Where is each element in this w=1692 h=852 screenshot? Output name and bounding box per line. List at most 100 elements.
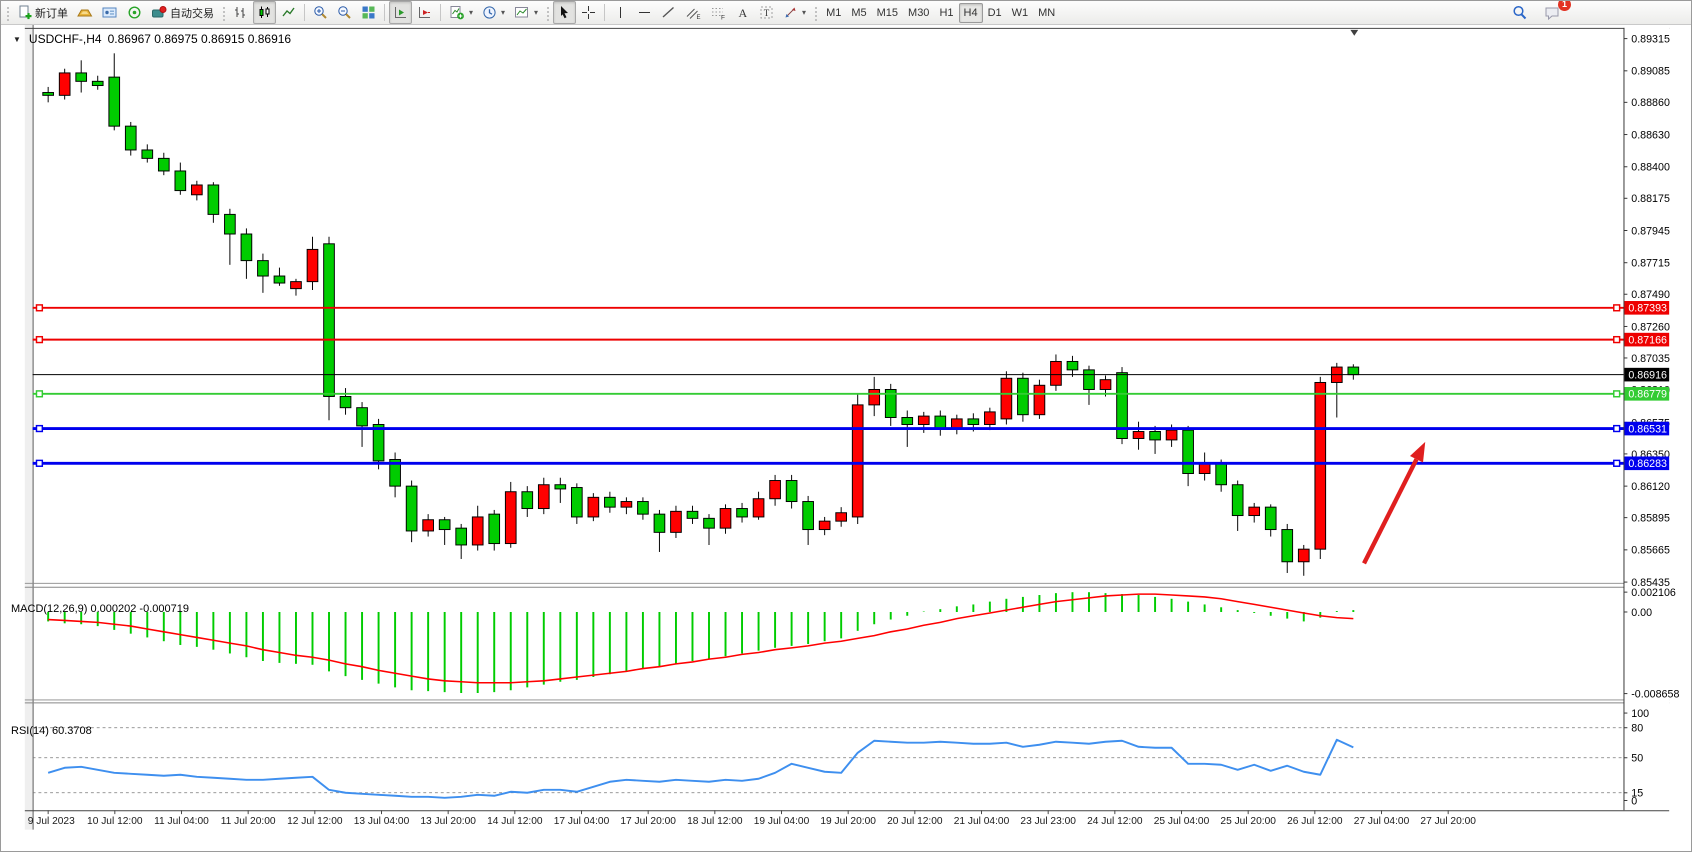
line-handle[interactable] [35, 424, 44, 433]
price-tick-label: 0.85435 [1631, 577, 1670, 589]
price-chart-canvas[interactable]: 0.89315 0.89085 0.88860 0.88630 0.88400 0.881… [1, 25, 1692, 852]
time-axis-label: 17 Jul 04:00 [554, 816, 610, 827]
chart-shift-button[interactable] [413, 1, 436, 24]
line-handle[interactable] [1613, 424, 1621, 433]
toolbar-grip[interactable] [813, 4, 819, 21]
timeframe-MN[interactable]: MN [1033, 3, 1060, 23]
candle-body [1264, 506, 1277, 531]
time-axis-label: 13 Jul 20:00 [420, 816, 476, 827]
svg-text:F: F [721, 15, 725, 21]
timeframe-M1[interactable]: M1 [821, 3, 846, 23]
candle-body [124, 125, 137, 151]
candle-body [934, 415, 947, 430]
candle-body [719, 508, 732, 529]
line-chart-icon [281, 5, 296, 20]
line-handle[interactable] [1613, 335, 1621, 344]
market-watch-button[interactable] [73, 1, 97, 24]
candle-body [587, 496, 600, 518]
timeframe-M15[interactable]: M15 [872, 3, 903, 23]
indicators-button[interactable]: ▾ [445, 1, 477, 24]
timeframe-W1[interactable]: W1 [1007, 3, 1034, 23]
vertical-line-button[interactable] [609, 1, 632, 24]
candle-body [1149, 431, 1161, 441]
timeframe-M30[interactable]: M30 [903, 3, 934, 23]
autotrading-button[interactable]: 自动交易 [147, 1, 218, 24]
templates-button[interactable]: ▾ [510, 1, 542, 24]
line-handle[interactable] [35, 390, 44, 398]
text-button[interactable]: A [731, 1, 754, 24]
svg-text:E: E [697, 15, 701, 20]
candle-body [554, 484, 567, 490]
chevron-down-icon: ▾ [501, 8, 506, 17]
trendline-button[interactable] [657, 1, 680, 24]
chart-shift-marker[interactable] [1350, 29, 1359, 36]
templates-icon [514, 5, 530, 20]
line-handle[interactable] [35, 304, 44, 312]
time-axis-label: 26 Jul 12:00 [1287, 816, 1343, 827]
notification-badge: 1 [1558, 1, 1571, 11]
text-label-button[interactable]: T [755, 1, 778, 24]
channel-button[interactable]: E [681, 1, 705, 24]
charts-window-button[interactable] [98, 1, 122, 24]
fibonacci-button[interactable]: F [706, 1, 730, 24]
line-handle[interactable] [35, 459, 44, 467]
price-tick-label: 0.88400 [1631, 162, 1670, 174]
notifications-button[interactable]: 1 [1540, 1, 1571, 24]
timeframe-H1[interactable]: H1 [934, 3, 958, 23]
rsi-tick-label: 15 [1631, 788, 1643, 800]
trend-arrow-line[interactable] [1362, 458, 1419, 565]
candle-body [1248, 506, 1261, 517]
toolbar-grip[interactable] [221, 4, 226, 21]
candle-body [1297, 548, 1310, 563]
toolbar-grip[interactable] [5, 4, 10, 21]
autotrading-icon [151, 5, 167, 20]
candlestick-chart-button[interactable] [253, 1, 276, 24]
chart-title: ▼ USDCHF-,H4 0.86967 0.86975 0.86915 0.8… [13, 32, 291, 46]
time-axis-label: 27 Jul 20:00 [1420, 816, 1476, 827]
price-badge-label: 0.86531 [1628, 423, 1667, 435]
autotrading-label: 自动交易 [170, 7, 214, 20]
periods-button[interactable]: ▾ [478, 1, 509, 24]
horizontal-line-button[interactable] [633, 1, 656, 24]
signal-button[interactable] [123, 1, 146, 24]
rsi-tick-label: 80 [1631, 723, 1643, 735]
timeframe-M5[interactable]: M5 [846, 3, 871, 23]
auto-scroll-icon [393, 5, 408, 20]
line-handle[interactable] [1613, 459, 1621, 467]
new-order-button[interactable]: 新订单 [13, 1, 72, 24]
candle-body [108, 76, 121, 127]
trend-arrow-head[interactable] [1409, 441, 1426, 463]
auto-scroll-button[interactable] [389, 1, 412, 24]
price-tick-label: 0.89315 [1631, 33, 1670, 45]
toolbar-grip[interactable] [545, 4, 551, 21]
line-handle[interactable] [1613, 390, 1621, 398]
time-axis-label: 21 Jul 04:00 [954, 816, 1010, 827]
zoom-out-button[interactable] [333, 1, 356, 24]
timeframe-H4[interactable]: H4 [958, 2, 983, 23]
cursor-button[interactable] [553, 1, 577, 24]
candle-body [884, 388, 897, 418]
line-handle[interactable] [1613, 304, 1621, 312]
rsi-tick-label: 100 [1631, 708, 1649, 720]
search-button[interactable] [1508, 1, 1532, 24]
chart-area[interactable]: ▼ USDCHF-,H4 0.86967 0.86975 0.86915 0.8… [1, 25, 1692, 852]
fibonacci-icon: F [710, 5, 726, 20]
timeframe-D1[interactable]: D1 [983, 3, 1007, 23]
candle-body [703, 517, 715, 529]
candle-body [306, 248, 319, 283]
zoom-out-icon [337, 5, 352, 20]
crosshair-button[interactable] [577, 1, 600, 24]
bar-chart-button[interactable] [229, 1, 252, 24]
candle-body [802, 501, 814, 531]
price-badge [1624, 367, 1670, 382]
chart-dropdown-icon[interactable]: ▼ [13, 34, 21, 44]
zoom-in-button[interactable] [309, 1, 332, 24]
line-handle[interactable] [35, 335, 44, 344]
line-chart-button[interactable] [277, 1, 300, 24]
rsi-tick-label: 0 [1631, 795, 1637, 807]
tile-windows-button[interactable] [357, 1, 380, 24]
arrows-button[interactable]: ▾ [779, 1, 810, 24]
price-badge [1624, 332, 1670, 347]
candle-body [323, 243, 335, 397]
